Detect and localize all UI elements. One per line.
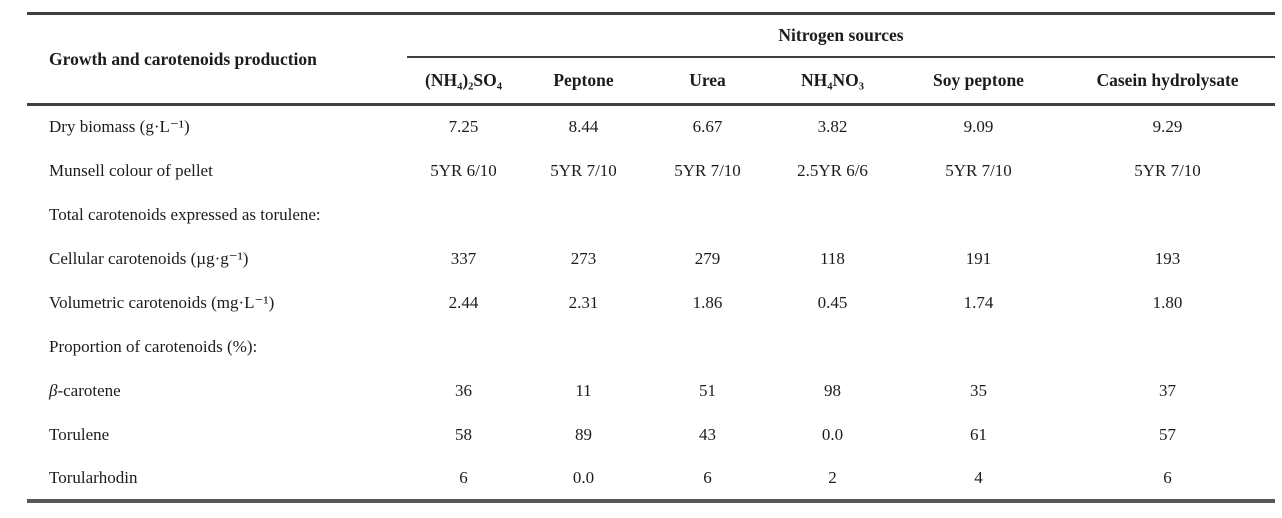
cell-value: 37 xyxy=(1159,380,1176,400)
cell-value: 4 xyxy=(974,467,983,487)
cell-value xyxy=(897,193,1060,237)
table-row-cellular-carotenoids: Cellular carotenoids (µg·g⁻¹) 337 273 27… xyxy=(27,237,1275,281)
cell-value: 2 xyxy=(828,467,837,487)
cell-value xyxy=(407,193,520,237)
cell-value: 5YR 6/10 xyxy=(430,160,497,180)
cell-value xyxy=(647,193,768,237)
cell-value: 1.86 xyxy=(692,292,723,312)
table-row-proportion-section: Proportion of carotenoids (%): xyxy=(27,325,1275,369)
section-label: Total carotenoids expressed as torulene: xyxy=(49,204,321,224)
cell-value: 5YR 7/10 xyxy=(1134,160,1201,180)
cell-value: 6.67 xyxy=(692,117,723,137)
cell-value xyxy=(897,325,1060,369)
cell-value: 51 xyxy=(699,380,716,400)
cell-value: 57 xyxy=(1159,424,1176,444)
cell-value: 98 xyxy=(824,380,841,400)
table-row-total-carotenoids-section: Total carotenoids expressed as torulene: xyxy=(27,193,1275,237)
cell-value: 191 xyxy=(965,248,992,268)
cell-value: 279 xyxy=(694,248,721,268)
table-row-munsell-colour: Munsell colour of pellet 5YR 6/10 5YR 7/… xyxy=(27,149,1275,193)
section-label: Proportion of carotenoids (%): xyxy=(49,336,258,356)
cell-value: 1.80 xyxy=(1152,292,1183,312)
row-label: Munsell colour of pellet xyxy=(49,160,213,180)
column-header-row: (NH₄)₂SO₄ Peptone Urea NH₄NO₃ Soy pepton… xyxy=(27,57,1275,106)
growth-carotenoids-table: Growth and carotenoids production Nitrog… xyxy=(27,12,1275,503)
cell-value: 2.44 xyxy=(448,292,479,312)
cell-value: 193 xyxy=(1154,248,1181,268)
cell-value: 273 xyxy=(570,248,597,268)
cell-value: 6 xyxy=(459,467,468,487)
cell-value: 337 xyxy=(450,248,477,268)
cell-value: 11 xyxy=(575,380,592,400)
cell-value xyxy=(768,325,897,369)
column-header-soy-peptone: Soy peptone xyxy=(897,57,1060,106)
cell-value: 0.0 xyxy=(572,467,595,487)
cell-value: 2.5YR 6/6 xyxy=(797,160,868,180)
column-header-ammonium-nitrate: NH₄NO₃ xyxy=(768,57,897,106)
cell-value: 8.44 xyxy=(568,117,599,137)
table-row-dry-biomass: Dry biomass (g·L⁻¹) 7.25 8.44 6.67 3.82 … xyxy=(27,105,1275,149)
cell-value: 5YR 7/10 xyxy=(945,160,1012,180)
cell-value: 9.29 xyxy=(1152,117,1183,137)
row-label: Cellular carotenoids (µg·g⁻¹) xyxy=(49,248,249,268)
cell-value: 0.45 xyxy=(817,292,848,312)
cell-value: 118 xyxy=(820,248,845,268)
cell-value: 6 xyxy=(703,467,712,487)
cell-value xyxy=(647,325,768,369)
row-label: Volumetric carotenoids (mg·L⁻¹) xyxy=(49,292,275,312)
cell-value xyxy=(520,325,647,369)
beta-symbol: β xyxy=(49,380,58,400)
cell-value xyxy=(768,193,897,237)
column-group-header-nitrogen-sources: Nitrogen sources xyxy=(407,13,1275,58)
cell-value xyxy=(1060,325,1275,369)
cell-value: 1.74 xyxy=(963,292,994,312)
cell-value: 6 xyxy=(1163,467,1172,487)
cell-value: 2.31 xyxy=(568,292,599,312)
row-label: Torularhodin xyxy=(49,467,138,487)
column-header-peptone: Peptone xyxy=(520,57,647,106)
cell-value: 5YR 7/10 xyxy=(550,160,617,180)
cell-value xyxy=(520,193,647,237)
cell-value: 5YR 7/10 xyxy=(674,160,741,180)
column-header-casein-hydrolysate: Casein hydrolysate xyxy=(1060,57,1275,106)
column-header-urea: Urea xyxy=(647,57,768,106)
cell-value: 7.25 xyxy=(448,117,479,137)
row-label: Dry biomass (g·L⁻¹) xyxy=(49,117,190,137)
cell-value: 35 xyxy=(970,380,987,400)
cell-value xyxy=(1060,193,1275,237)
cell-value: 61 xyxy=(970,424,987,444)
table-row-torularhodin: Torularhodin 6 0.0 6 2 4 6 xyxy=(27,457,1275,501)
cell-value: 89 xyxy=(575,424,592,444)
table-row-torulene: Torulene 58 89 43 0.0 61 57 xyxy=(27,413,1275,457)
cell-value: 9.09 xyxy=(963,117,994,137)
cell-value: 58 xyxy=(455,424,472,444)
table-row-volumetric-carotenoids: Volumetric carotenoids (mg·L⁻¹) 2.44 2.3… xyxy=(27,281,1275,325)
row-label: β-carotene xyxy=(49,380,121,400)
cell-value: 36 xyxy=(455,380,472,400)
cell-value: 0.0 xyxy=(821,424,844,444)
row-label: Torulene xyxy=(49,424,110,444)
cell-value xyxy=(407,325,520,369)
cell-value: 43 xyxy=(699,424,716,444)
column-header-ammonium-sulfate: (NH₄)₂SO₄ xyxy=(407,57,520,106)
table-row-beta-carotene: β-carotene 36 11 51 98 35 37 xyxy=(27,369,1275,413)
group-header-row: Growth and carotenoids production Nitrog… xyxy=(27,13,1275,106)
cell-value: 3.82 xyxy=(817,117,848,137)
row-header-title: Growth and carotenoids production xyxy=(27,13,407,106)
